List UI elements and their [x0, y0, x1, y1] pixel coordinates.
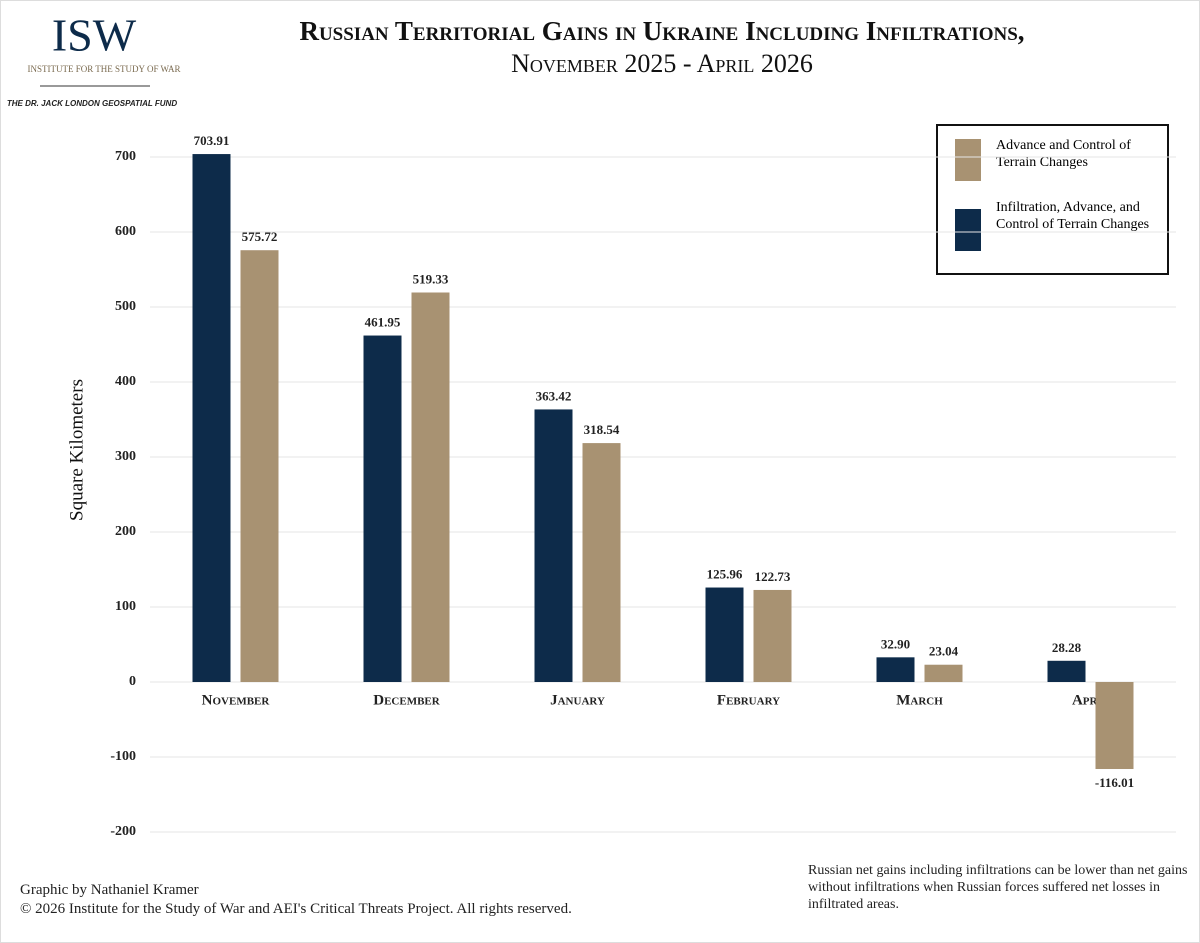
bar — [876, 657, 915, 682]
value-label: 32.90 — [881, 636, 910, 651]
x-tick-label: March — [896, 692, 943, 708]
value-label: 125.96 — [707, 567, 743, 582]
bar — [240, 250, 279, 682]
logo-fund: The Dr. Jack London Geospatial Fund — [7, 99, 177, 108]
credit: Graphic by Nathaniel Kramer — [20, 882, 199, 898]
y-tick-label: 400 — [115, 374, 136, 389]
x-tick-label: January — [550, 692, 605, 708]
legend: Advance and Control of Terrain Changes In… — [936, 124, 1169, 275]
note: Russian net gains including infiltration… — [808, 863, 1188, 912]
bar — [534, 409, 573, 682]
value-label: 122.73 — [755, 569, 791, 584]
legend-swatch — [955, 209, 981, 251]
legend-swatch — [955, 139, 981, 181]
legend-label: Infiltration, Advance, and Control of Te… — [996, 200, 1150, 232]
value-label: 461.95 — [365, 315, 401, 330]
x-tick-label: November — [202, 692, 271, 708]
y-tick-label: 600 — [115, 224, 136, 239]
value-label: 23.04 — [929, 644, 959, 659]
y-tick-label: 100 — [115, 599, 136, 614]
legend-entry: Infiltration, Advance, and Control of Te… — [996, 200, 1150, 232]
bar — [924, 664, 963, 682]
bar — [705, 587, 744, 682]
legend-entry: Advance and Control of Terrain Changes — [996, 138, 1131, 170]
chart-subtitle: November 2025 - April 2026 — [511, 49, 813, 78]
value-label: 28.28 — [1052, 640, 1082, 655]
bar — [582, 443, 621, 682]
y-tick-label: 700 — [115, 149, 136, 164]
y-tick-label: 0 — [129, 674, 136, 689]
y-axis-label: Square Kilometers — [66, 379, 87, 521]
bar — [1095, 682, 1134, 770]
value-label: 318.54 — [584, 422, 620, 437]
chart-title: Russian Territorial Gains in Ukraine Inc… — [299, 16, 1024, 46]
value-label: 519.33 — [413, 271, 449, 286]
y-tick-label: 500 — [115, 299, 136, 314]
bar — [1047, 660, 1086, 682]
bar — [753, 589, 792, 682]
x-tick-label: February — [717, 692, 780, 708]
bar — [192, 154, 231, 682]
value-label: 703.91 — [194, 133, 230, 148]
legend-label: Advance and Control of Terrain Changes — [996, 138, 1131, 170]
copyright: © 2026 Institute for the Study of War an… — [20, 901, 572, 917]
y-tick-label: 200 — [115, 524, 136, 539]
value-label: 575.72 — [242, 229, 278, 244]
value-label: 363.42 — [536, 388, 572, 403]
y-tick-label: 300 — [115, 449, 136, 464]
bar — [363, 335, 402, 682]
y-tick-label: -200 — [110, 824, 136, 839]
bar — [411, 292, 450, 682]
x-tick-label: December — [373, 692, 441, 708]
value-label: -116.01 — [1095, 775, 1134, 790]
logo-name: Institute for the Study of War — [27, 64, 180, 74]
logo-mark: ISW — [52, 10, 137, 61]
y-tick-label: -100 — [110, 749, 136, 764]
